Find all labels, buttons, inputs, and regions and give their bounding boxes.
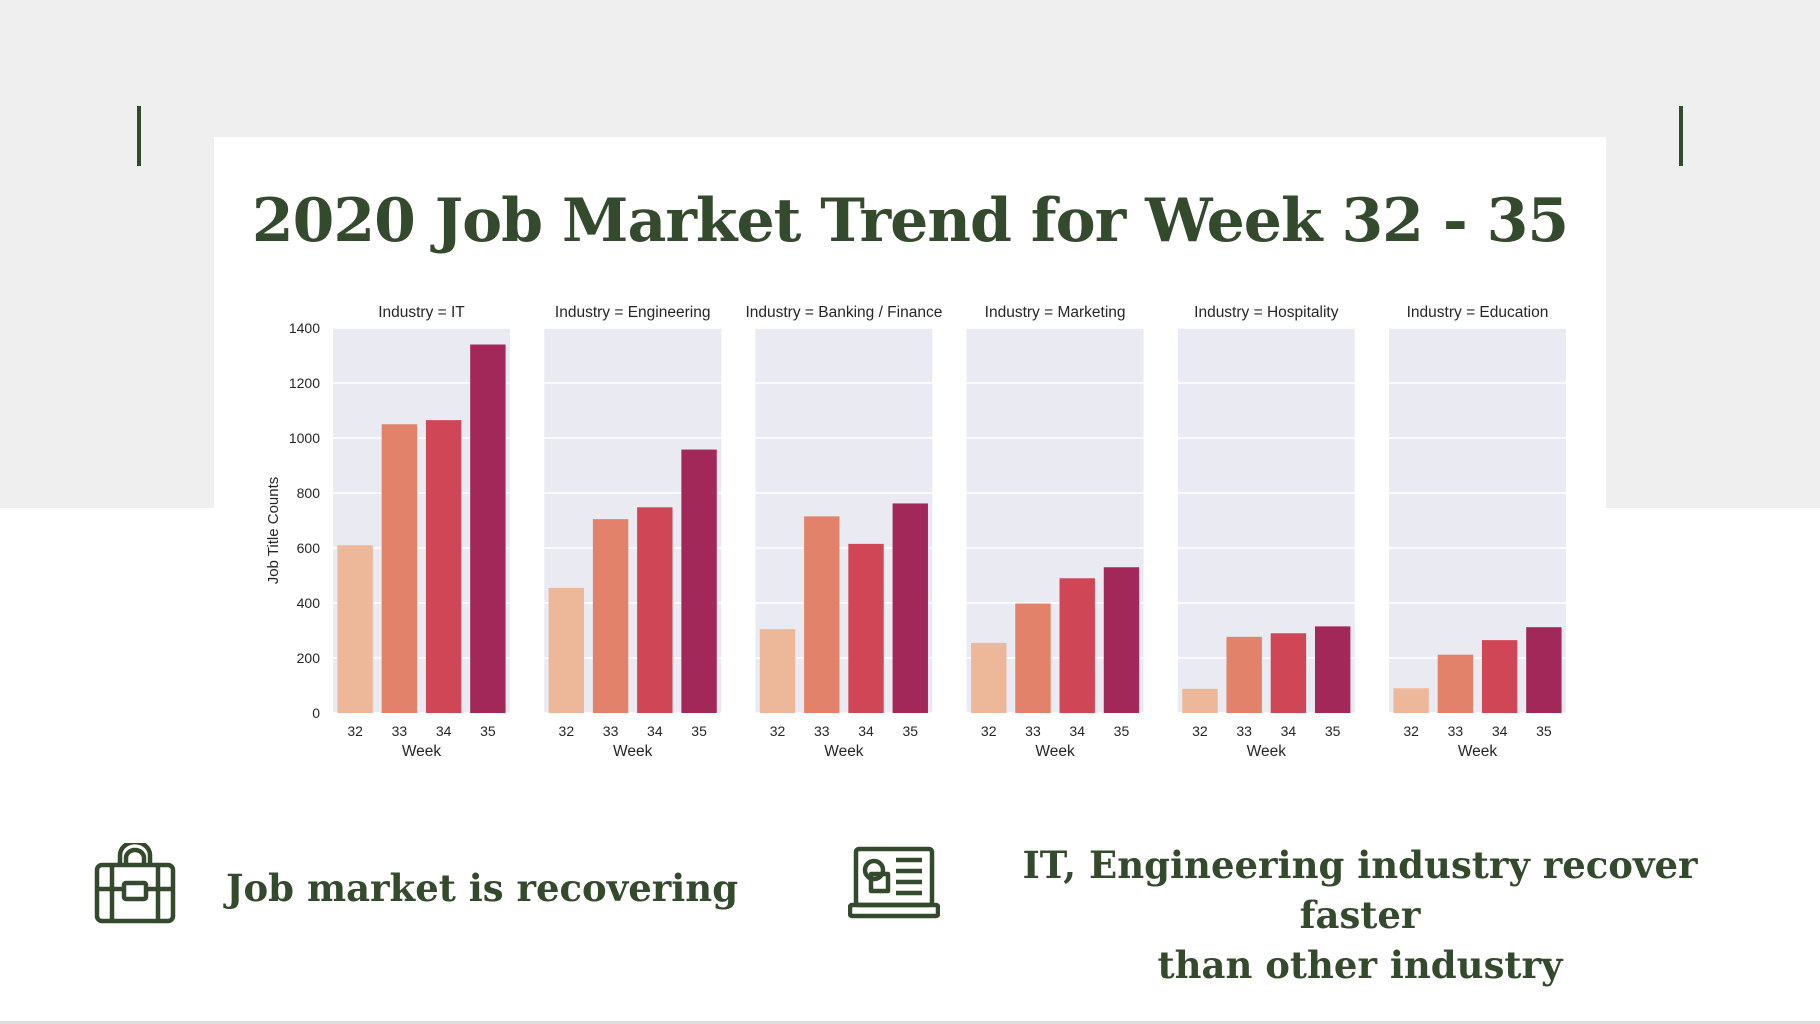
x-tick-label: 32	[347, 723, 363, 739]
x-tick-label: 35	[480, 723, 496, 739]
bar-33	[1015, 603, 1051, 713]
y-tick-label: 400	[297, 595, 321, 611]
briefcase-icon	[94, 843, 176, 924]
bar-35	[1526, 627, 1562, 713]
bar-32	[1182, 688, 1218, 713]
bar-33	[804, 516, 840, 713]
right-accent-mark	[1679, 106, 1683, 166]
panel-title: Industry = Engineering	[555, 304, 711, 321]
bar-34	[425, 420, 462, 713]
y-tick-label: 200	[297, 650, 321, 666]
panel-title: Industry = Hospitality	[1194, 304, 1339, 321]
x-tick-label: 35	[902, 723, 918, 739]
laptop-icon	[848, 846, 940, 919]
faceted-bar-chart: Industry = IT 32 33 34 35 Week Industry = Engi…	[265, 304, 1566, 760]
bar-34	[848, 543, 884, 713]
bar-33	[1437, 654, 1474, 713]
x-axis-label: Week	[1035, 743, 1075, 760]
x-tick-label: 33	[1025, 723, 1041, 739]
x-tick-label: 32	[559, 723, 575, 739]
bar-35	[1314, 626, 1351, 713]
x-tick-label: 35	[1325, 723, 1341, 739]
slide-title: 2020 Job Market Trend for Week 32 - 35	[251, 186, 1569, 256]
x-tick-label: 34	[1069, 723, 1085, 739]
x-axis-label: Week	[1458, 743, 1498, 760]
bar-35	[470, 344, 506, 713]
bar-32	[1393, 688, 1429, 713]
x-tick-label: 35	[691, 723, 707, 739]
insight-line-1: IT, Engineering industry recover faster	[1022, 843, 1698, 937]
x-axis-label: Week	[824, 743, 864, 760]
x-tick-label: 35	[1114, 723, 1130, 739]
bar-32	[337, 545, 373, 713]
bar-32	[759, 629, 796, 713]
x-tick-label: 34	[1492, 723, 1508, 739]
y-tick-label: 1200	[289, 375, 320, 391]
y-tick-label: 1000	[289, 430, 320, 446]
x-tick-label: 32	[1403, 723, 1419, 739]
x-axis-label: Week	[402, 743, 442, 760]
bar-33	[592, 519, 629, 713]
x-tick-label: 32	[770, 723, 786, 739]
bar-34	[637, 507, 673, 713]
x-tick-label: 33	[814, 723, 830, 739]
x-axis-label: Week	[1247, 743, 1287, 760]
x-tick-label: 33	[603, 723, 619, 739]
bar-32	[971, 642, 1007, 713]
x-tick-label: 33	[392, 723, 408, 739]
y-axis-label: Job Title Counts	[265, 477, 282, 585]
bar-35	[1103, 567, 1140, 713]
insight-recovering: Job market is recovering	[226, 866, 739, 910]
x-tick-label: 34	[436, 723, 452, 739]
x-tick-label: 34	[1281, 723, 1297, 739]
bar-32	[548, 587, 585, 713]
panel-title: Industry = Education	[1407, 304, 1549, 321]
x-tick-label: 33	[1448, 723, 1464, 739]
y-tick-label: 600	[297, 540, 321, 556]
panel-title: Industry = Marketing	[985, 304, 1126, 321]
bar-35	[892, 503, 928, 713]
y-tick-label: 1400	[289, 320, 320, 336]
bar-34	[1059, 578, 1095, 713]
x-tick-label: 34	[858, 723, 874, 739]
bar-33	[381, 424, 418, 713]
bar-34	[1481, 640, 1518, 713]
insight-it-engineering: IT, Engineering industry recover faster …	[960, 840, 1760, 990]
bar-33	[1226, 636, 1262, 713]
panel-title: Industry = IT	[378, 304, 465, 321]
x-tick-label: 32	[1192, 723, 1208, 739]
x-tick-label: 35	[1536, 723, 1552, 739]
x-tick-label: 32	[981, 723, 997, 739]
panel-title: Industry = Banking / Finance	[745, 304, 942, 321]
x-tick-label: 34	[647, 723, 663, 739]
bar-34	[1270, 633, 1307, 713]
left-accent-mark	[137, 106, 141, 166]
x-tick-label: 33	[1236, 723, 1252, 739]
y-tick-label: 0	[312, 705, 320, 721]
bar-35	[681, 449, 717, 713]
footer-divider	[0, 1021, 1820, 1024]
x-axis-label: Week	[613, 743, 653, 760]
y-tick-label: 800	[297, 485, 321, 501]
insight-line-2: than other industry	[1157, 943, 1563, 987]
